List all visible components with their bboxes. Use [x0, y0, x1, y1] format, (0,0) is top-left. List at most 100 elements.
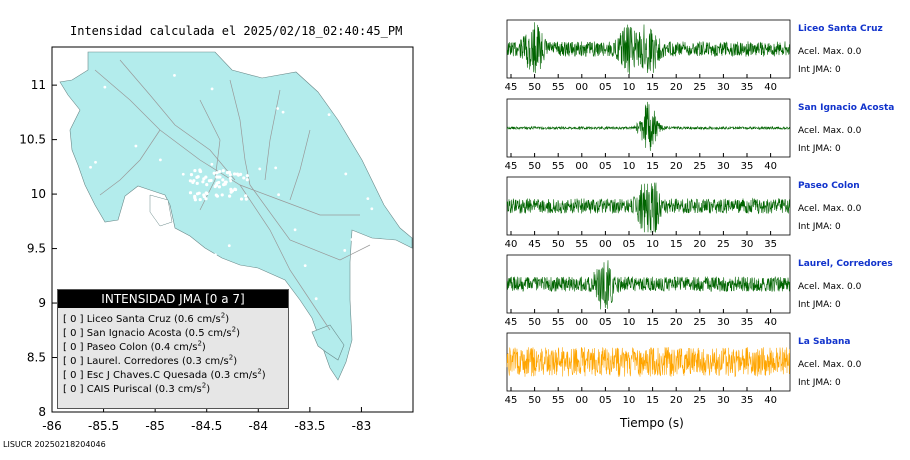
time-tick-label: 45 — [528, 239, 541, 250]
city-dot — [303, 264, 307, 268]
city-dot — [244, 197, 248, 201]
y-tick-label: 9 — [38, 296, 46, 310]
city-dot — [103, 85, 107, 89]
time-tick-label: 45 — [505, 395, 518, 406]
station-name: Laurel, Corredores — [798, 259, 893, 269]
city-dot — [281, 110, 285, 114]
legend-unit: cm/s — [177, 384, 202, 395]
max-acceleration: Acel. Max. 0.0 — [798, 204, 862, 214]
city-dot — [269, 275, 272, 279]
legend-unit-exponent: 2 — [220, 311, 226, 320]
time-tick-label: 30 — [717, 395, 730, 406]
costa-rica-landmass — [59, 51, 413, 381]
time-tick-label: 25 — [693, 395, 706, 406]
city-dot — [370, 207, 374, 211]
waveform-frame — [506, 176, 791, 236]
x-tick-label: -85.5 — [88, 419, 119, 433]
station-legend: INTENSIDAD JMA [0 a 7] [ 0 ] Liceo Santa… — [57, 289, 289, 409]
city-dot — [293, 228, 297, 232]
city-dot — [87, 218, 91, 222]
waveform-trace — [506, 260, 790, 310]
city-dot — [228, 176, 232, 181]
legend-unit-exponent: 2 — [197, 339, 202, 348]
y-tick-label: 8 — [38, 405, 46, 419]
city-dot — [210, 87, 214, 91]
city-dot — [276, 107, 280, 110]
y-tick-label: 9.5 — [27, 242, 46, 256]
max-acceleration: Acel. Max. 0.0 — [798, 360, 862, 370]
waveform-frame — [506, 98, 791, 158]
city-dot — [258, 167, 262, 171]
city-dot — [201, 180, 205, 184]
city-dot — [274, 166, 278, 170]
time-tick-label: 20 — [670, 317, 683, 328]
time-tick-label: 45 — [505, 161, 518, 172]
time-tick-label: 25 — [693, 161, 706, 172]
city-dot — [327, 113, 331, 116]
city-dot — [193, 198, 197, 202]
city-dot — [228, 173, 232, 177]
time-tick-label: 55 — [575, 239, 588, 250]
time-tick-label: 20 — [670, 82, 683, 93]
city-dot — [210, 162, 214, 166]
time-tick-label: 25 — [693, 82, 706, 93]
city-dot — [133, 232, 137, 236]
city-dot — [237, 173, 240, 177]
city-dot — [245, 174, 249, 178]
time-tick-label: 00 — [575, 395, 588, 406]
time-tick-label: 15 — [670, 239, 683, 250]
city-dot — [188, 191, 193, 195]
waveform-trace — [506, 101, 790, 151]
map-title: Intensidad calculada el 2025/02/18_02:40… — [70, 24, 403, 38]
city-dot — [204, 197, 208, 201]
legend-unit-exponent: 2 — [257, 367, 262, 376]
city-dot — [244, 194, 248, 198]
time-tick-label: 30 — [717, 317, 730, 328]
waveform-panel: 45 50 55 00 05 10 15 20 25 30 35 40 — [505, 332, 791, 406]
legend-level: [ 0 ] — [63, 370, 84, 381]
city-dot — [207, 179, 212, 183]
city-dot — [220, 193, 224, 197]
time-tick-label: 35 — [764, 239, 777, 250]
legend-unit-exponent: 2 — [201, 381, 207, 390]
gulf-of-nicoya — [149, 194, 173, 227]
legend-item: [ 0 ] San Ignacio Acosta (0.5 cm/s2) — [63, 325, 240, 339]
credit-text: LISUCR 20250218204046 — [3, 440, 106, 449]
y-tick-label: 10 — [31, 187, 46, 201]
city-dot — [225, 170, 230, 175]
time-tick-label: 55 — [552, 161, 565, 172]
time-tick-label: 15 — [646, 395, 659, 406]
legend-unit: cm/s — [204, 356, 229, 367]
waveform-panel: 40 45 50 55 00 05 10 15 20 25 30 35 — [505, 176, 791, 250]
x-tick-label: -86 — [42, 419, 62, 433]
city-dot — [245, 178, 249, 182]
waveform-panel: 45 50 55 00 05 10 15 20 25 30 35 40 — [505, 19, 791, 93]
road — [229, 79, 251, 186]
time-tick-label: 20 — [670, 161, 683, 172]
time-tick-label: 55 — [552, 317, 565, 328]
max-acceleration: Acel. Max. 0.0 — [798, 282, 862, 292]
city-dot — [239, 197, 244, 201]
time-tick-label: 30 — [717, 161, 730, 172]
legend-station-name: Liceo Santa Cruz — [86, 314, 171, 325]
city-dot — [148, 253, 152, 257]
legend-unit: cm/s — [233, 370, 258, 381]
city-dot — [229, 179, 233, 183]
x-tick-label: -84.5 — [191, 419, 222, 433]
city-dot — [215, 194, 219, 198]
time-tick-label: 40 — [764, 82, 777, 93]
city-dot — [343, 249, 347, 252]
time-tick-label: 40 — [505, 239, 518, 250]
legend-level: [ 0 ] — [63, 328, 84, 339]
legend-level: [ 0 ] — [63, 356, 84, 367]
city-dot — [189, 173, 194, 177]
city-dots — [87, 73, 374, 320]
legend-unit-exponent: 2 — [231, 325, 237, 334]
city-dot — [366, 197, 370, 201]
jma-intensity: Int JMA: 0 — [798, 144, 841, 154]
time-tick-label: 10 — [623, 317, 636, 328]
legend-item: [ 0 ] Laurel. Corredores (0.3 cm/s2) — [63, 353, 238, 367]
time-tick-label: 35 — [741, 82, 754, 93]
legend-unit: cm/s — [196, 314, 221, 325]
road — [249, 184, 371, 261]
